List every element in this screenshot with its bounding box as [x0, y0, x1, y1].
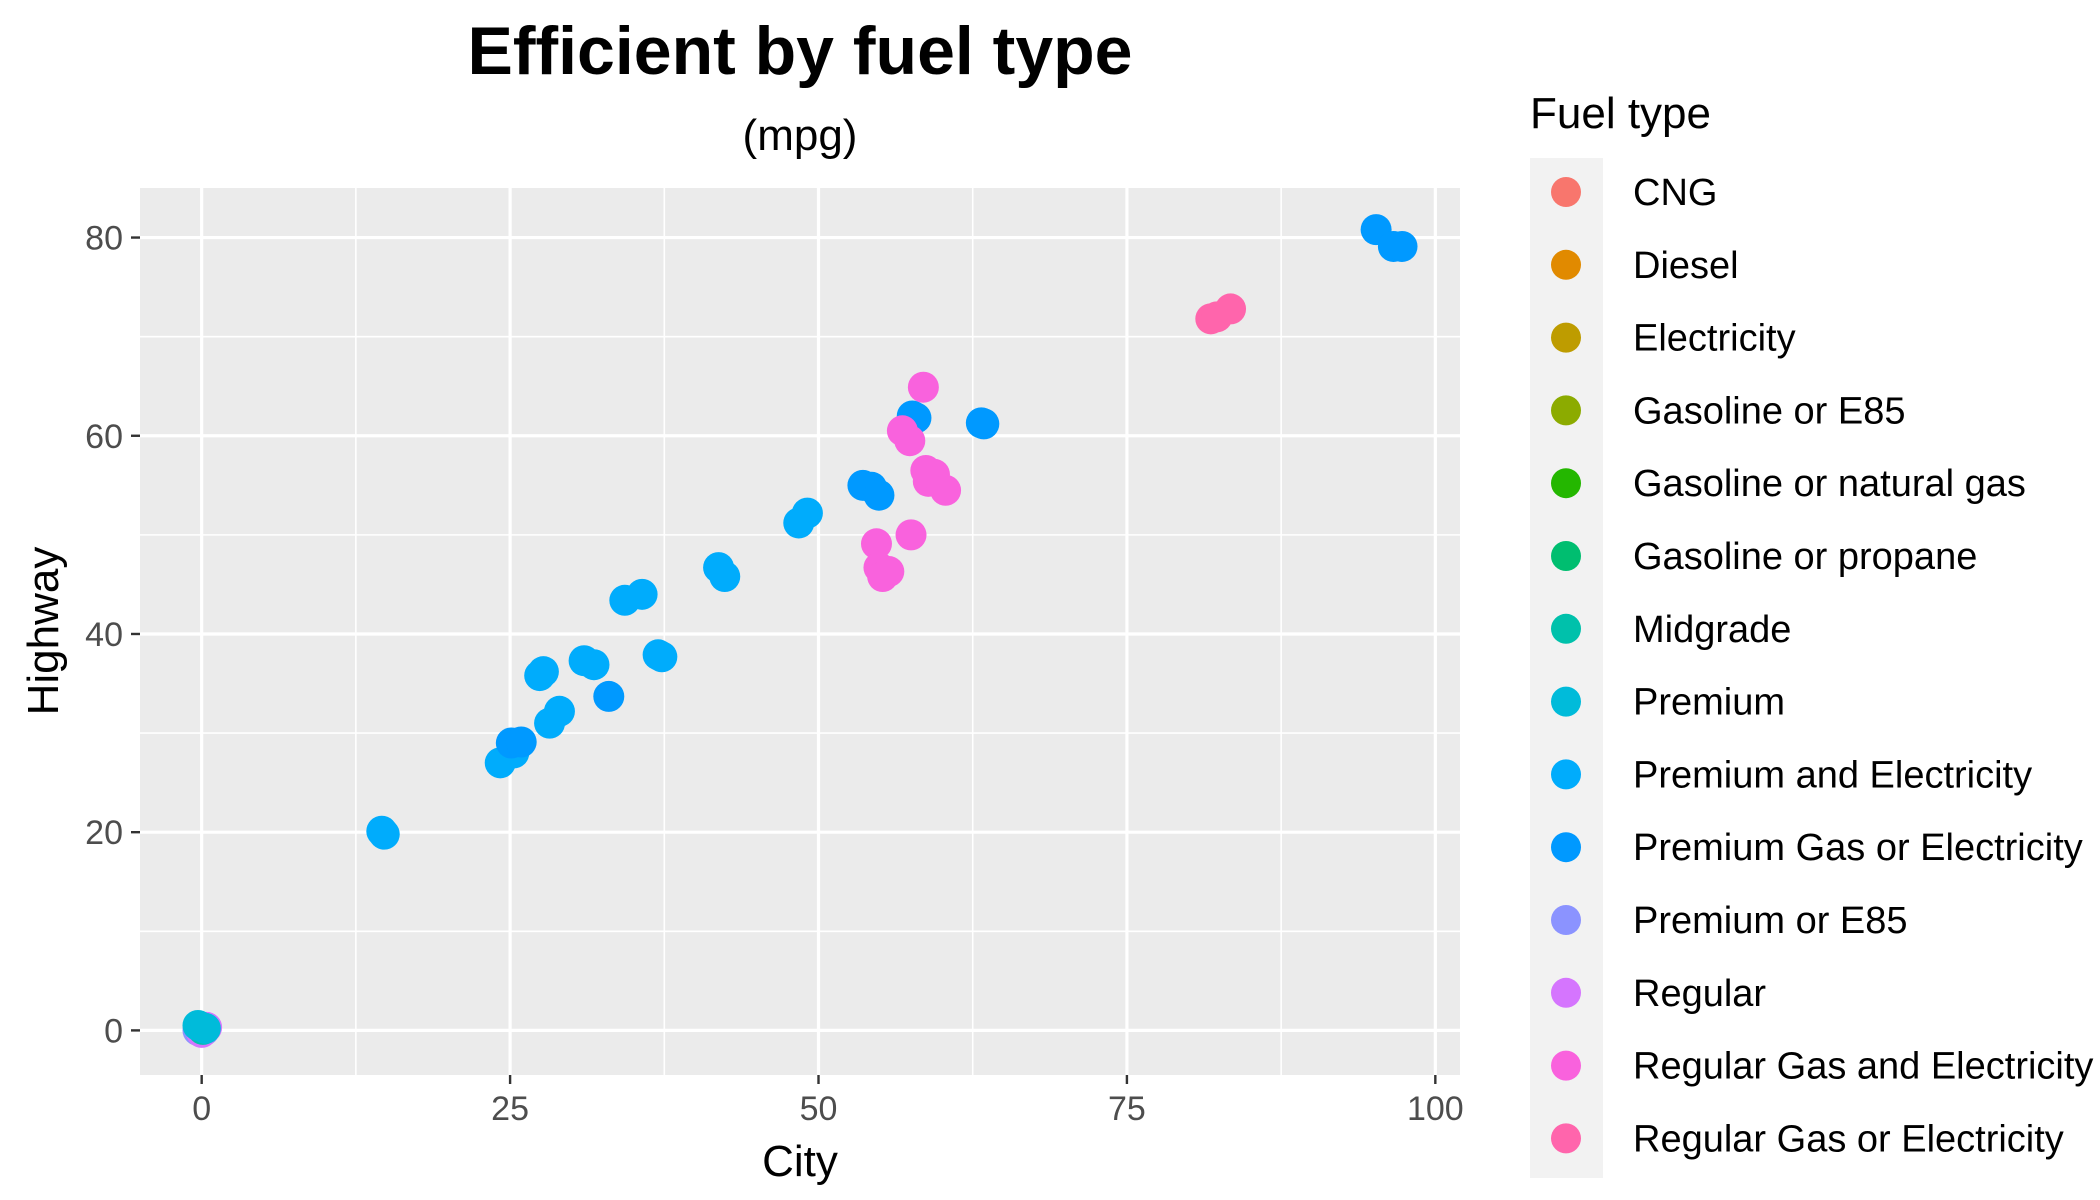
- data-point: [907, 371, 939, 403]
- y-tick-label: 60: [85, 418, 123, 456]
- data-point: [626, 578, 658, 610]
- plot-panel: [140, 188, 1460, 1075]
- chart-subtitle: (mpg): [743, 111, 858, 160]
- data-point: [873, 556, 905, 588]
- legend-label: Premium and Electricity: [1633, 754, 2032, 796]
- legend-label: Regular Gas or Electricity: [1633, 1118, 2064, 1160]
- data-point: [968, 408, 1000, 440]
- legend-label: Midgrade: [1633, 609, 1791, 651]
- legend-key: [1551, 1050, 1581, 1081]
- chart-title: Efficient by fuel type: [468, 13, 1133, 89]
- data-point: [646, 641, 678, 673]
- legend-label: Gasoline or propane: [1633, 536, 1977, 578]
- legend-key: [1551, 177, 1581, 207]
- y-tick-label: 40: [85, 616, 123, 654]
- data-point: [791, 497, 823, 529]
- x-tick-label: 75: [1108, 1090, 1146, 1128]
- x-axis-title: City: [762, 1137, 838, 1186]
- legend-key: [1551, 249, 1581, 280]
- data-point: [863, 479, 895, 511]
- data-point: [860, 528, 892, 560]
- y-tick-label: 20: [85, 814, 123, 852]
- legend-key: [1551, 832, 1581, 863]
- legend-key: [1551, 322, 1581, 353]
- data-point: [505, 726, 537, 758]
- data-point: [930, 474, 962, 506]
- legend-label: Premium or E85: [1633, 900, 1908, 942]
- legend-label: Electricity: [1633, 318, 1796, 360]
- y-axis-title: Highway: [19, 547, 68, 716]
- data-point: [895, 519, 927, 551]
- x-tick-label: 50: [800, 1090, 838, 1128]
- legend-key: [1551, 468, 1581, 499]
- data-point: [894, 425, 926, 457]
- legend-key: [1551, 759, 1581, 790]
- legend-label: Regular Gas and Electricity: [1633, 1046, 2093, 1088]
- y-tick-label: 80: [85, 220, 123, 258]
- legend-label: Regular: [1633, 973, 1766, 1015]
- legend-label: Gasoline or natural gas: [1633, 463, 2026, 505]
- data-point: [527, 656, 559, 688]
- legend-key: [1551, 541, 1581, 571]
- legend-label: Premium: [1633, 682, 1785, 724]
- data-point: [709, 560, 741, 592]
- data-point: [368, 818, 400, 850]
- data-point: [593, 680, 625, 712]
- legend-key: [1551, 977, 1581, 1008]
- legend: CNG Diesel Electricity Gasoline or E85 Gasol…: [1551, 172, 2093, 1160]
- legend-key-background: [1530, 158, 1603, 1178]
- data-point: [1386, 230, 1418, 262]
- x-axis: 0 25 50 75 100: [192, 1075, 1464, 1128]
- x-tick-label: 25: [491, 1090, 529, 1128]
- legend-key: [1551, 395, 1581, 426]
- data-point: [578, 649, 610, 681]
- grid-major: [140, 188, 1460, 1075]
- data-point: [189, 1012, 221, 1044]
- legend-label: Diesel: [1633, 245, 1739, 287]
- legend-label: Gasoline or E85: [1633, 390, 1906, 432]
- data-point: [1215, 293, 1247, 325]
- legend-key: [1551, 905, 1581, 935]
- y-tick-label: 0: [104, 1012, 123, 1050]
- y-axis: 0 20 40 60 80: [85, 220, 140, 1050]
- data-points: [182, 214, 1418, 1048]
- x-tick-label: 0: [192, 1090, 211, 1128]
- legend-key: [1551, 613, 1581, 644]
- legend-label: CNG: [1633, 172, 1717, 214]
- legend-title: Fuel type: [1530, 89, 1711, 138]
- legend-label: Premium Gas or Electricity: [1633, 827, 2083, 869]
- legend-key: [1551, 686, 1581, 717]
- legend-key: [1551, 1123, 1581, 1154]
- data-point: [543, 695, 575, 727]
- x-tick-label: 100: [1407, 1090, 1464, 1128]
